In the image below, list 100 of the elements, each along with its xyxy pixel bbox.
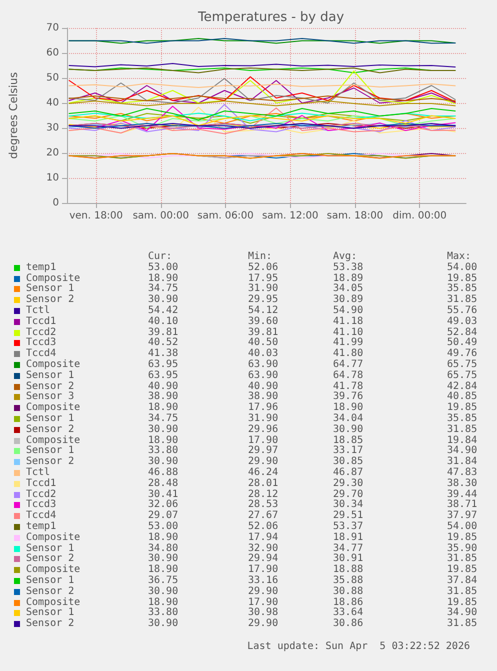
text: 35.85 [447, 283, 478, 294]
legend-label: Sensor 2 [26, 456, 74, 468]
text: 18.90 [148, 532, 178, 544]
text: 63.90 [248, 358, 278, 370]
y-tick-label: 30 [46, 122, 59, 134]
text: 29.90 [248, 456, 278, 468]
legend-label: Tctl [26, 466, 50, 478]
text: 30.41 [148, 488, 178, 500]
text: 30.90 [148, 586, 178, 598]
text: 40.85 [447, 391, 478, 402]
text: 28.53 [248, 499, 278, 510]
text: 31.84 [447, 456, 478, 468]
text: 19.85 [447, 402, 478, 414]
text: 34.80 [148, 542, 178, 554]
text: 35.85 [447, 412, 478, 424]
text: 64.78 [333, 370, 364, 382]
text: 18.90 [333, 402, 364, 414]
legend-label: Tccd1 [26, 316, 56, 327]
text: 29.51 [333, 510, 364, 522]
text: 18.85 [333, 434, 364, 446]
text: Avg: [333, 251, 358, 262]
text: 38.90 [248, 391, 278, 402]
text: Min: [248, 251, 272, 262]
text: 28.01 [248, 478, 278, 490]
text: 63.95 [148, 370, 178, 382]
legend-label: Composite [26, 402, 80, 414]
text: 46.88 [148, 466, 178, 478]
text: 34.75 [148, 283, 178, 294]
text: 39.44 [447, 488, 478, 500]
text: 19.85 [447, 596, 478, 608]
text: 38.30 [447, 478, 478, 490]
text: 41.80 [333, 348, 364, 360]
text: 40.10 [148, 316, 178, 328]
legend-label: Sensor 1 [26, 445, 74, 456]
text: 31.90 [248, 412, 278, 424]
text: 64.77 [333, 358, 364, 370]
text: 18.90 [148, 402, 178, 414]
legend-label: Tccd4 [26, 348, 56, 360]
legend-label: Tccd3 [26, 337, 56, 348]
text: 18.86 [333, 596, 364, 608]
text: 47.83 [447, 466, 478, 478]
text: 31.85 [447, 586, 478, 598]
text: 18.91 [333, 532, 364, 544]
text: 41.10 [333, 326, 364, 338]
text: 30.90 [148, 618, 178, 630]
legend-label: Tccd2 [26, 326, 56, 338]
text: 32.06 [148, 499, 178, 510]
text: 42.84 [447, 380, 478, 392]
text: 37.97 [447, 510, 478, 522]
text: 30.85 [333, 456, 364, 468]
text: 37.84 [447, 574, 478, 586]
text: 34.77 [333, 542, 364, 554]
y-axis-title: degrees Celsius [7, 72, 20, 159]
text: 17.95 [248, 272, 278, 284]
legend-label: Sensor 1 [26, 370, 74, 382]
legend-label: Sensor 2 [26, 294, 74, 306]
text: 53.37 [333, 520, 364, 532]
text: 54.00 [447, 520, 478, 532]
text: 30.90 [148, 294, 178, 306]
text: 33.80 [148, 607, 178, 618]
text: 18.90 [148, 272, 178, 284]
text: 27.67 [248, 510, 278, 522]
legend-label: Tccd2 [26, 488, 56, 500]
text: 39.81 [248, 326, 278, 338]
legend-label: Sensor 2 [26, 380, 74, 392]
text: 30.98 [248, 607, 278, 618]
legend-label: Composite [26, 272, 80, 284]
text: 53.00 [148, 520, 178, 532]
y-tick-label: 40 [46, 98, 59, 108]
text: 30.86 [333, 618, 364, 630]
text: 33.17 [333, 445, 364, 456]
text: 31.90 [248, 283, 278, 294]
text: 29.90 [248, 618, 278, 630]
text: 49.76 [447, 348, 478, 360]
y-tick-label: 10 [46, 172, 59, 184]
text: 39.81 [148, 326, 178, 338]
legend-label: Composite [26, 434, 80, 446]
legend-label: Sensor 2 [26, 586, 74, 597]
text: 52.84 [447, 326, 478, 338]
text: 63.90 [248, 370, 278, 382]
legend-label: Sensor 1 [26, 574, 74, 586]
text: 33.80 [148, 445, 178, 456]
text: Cur: [148, 251, 172, 262]
text: 18.90 [148, 564, 178, 576]
text: 54.42 [148, 304, 178, 316]
text: 18.90 [148, 434, 178, 446]
legend-label: Sensor 1 [26, 283, 74, 294]
text: 29.30 [333, 478, 364, 490]
text: 39.76 [333, 391, 364, 402]
text: 17.90 [248, 434, 278, 446]
legend-label: Tccd3 [26, 499, 56, 510]
text: 38.71 [447, 499, 478, 510]
legend-label: Sensor 2 [26, 424, 74, 435]
text: 41.18 [333, 316, 364, 328]
text: 63.95 [148, 358, 178, 370]
text: 40.03 [248, 348, 278, 360]
text: 54.00 [447, 262, 478, 274]
text: 41.99 [333, 337, 364, 348]
text: 32.90 [248, 542, 278, 554]
text: 31.85 [447, 294, 478, 306]
